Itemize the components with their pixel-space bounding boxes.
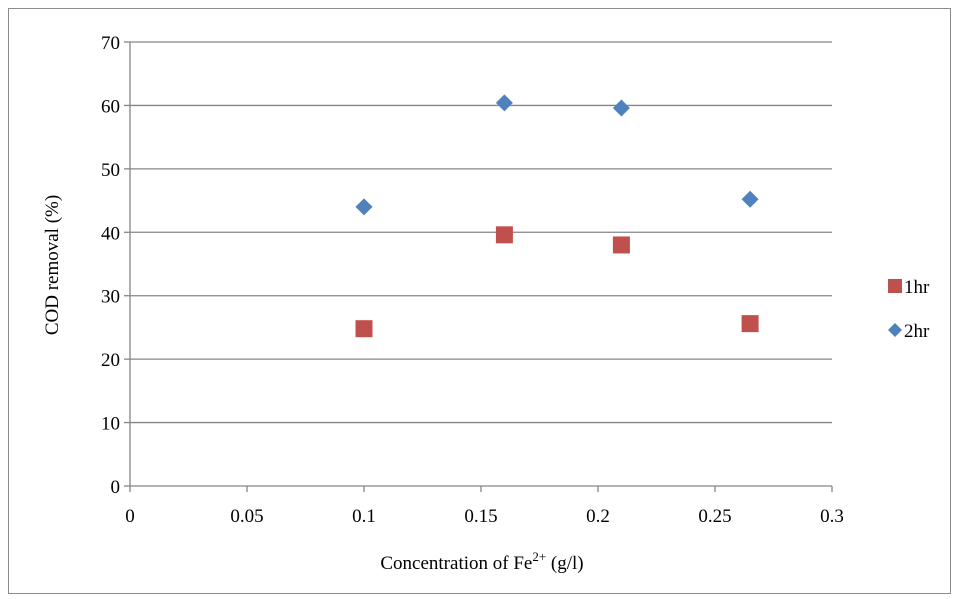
legend-label-2hr: 2hr — [904, 321, 930, 342]
legend-label-1hr: 1hr — [904, 277, 930, 298]
legend-marker-1hr — [888, 279, 902, 293]
point-1hr — [495, 226, 513, 244]
x-axis-title-main: Concentration of Fe — [380, 553, 532, 574]
point-2hr — [355, 198, 373, 216]
y-tick-label: 10 — [101, 414, 120, 435]
x-axis-title-unit: (g/l) — [546, 553, 583, 574]
x-tick-labels: 0 0.05 0.1 0.15 0.2 0.25 0.3 — [125, 506, 844, 527]
point-2hr — [741, 190, 759, 208]
point-2hr — [495, 94, 513, 112]
x-tick-label: 0.1 — [352, 506, 376, 527]
x-tick-label: 0 — [125, 506, 135, 527]
y-tick-label: 70 — [101, 33, 120, 54]
y-tick-label: 0 — [111, 477, 121, 498]
y-tick-label: 50 — [101, 160, 120, 181]
x-tick-label: 0.3 — [820, 506, 844, 527]
data-points — [355, 94, 759, 338]
point-1hr — [741, 315, 759, 333]
y-tick-label: 30 — [101, 287, 120, 308]
y-tick-labels: 0 10 20 30 40 50 60 70 — [101, 33, 120, 498]
x-tick-label: 0.15 — [464, 506, 497, 527]
y-tick-label: 40 — [101, 223, 120, 244]
x-tick-label: 0.2 — [586, 506, 610, 527]
x-tick-label: 0.05 — [230, 506, 263, 527]
y-tick-label: 60 — [101, 96, 120, 117]
legend-marker-2hr — [888, 323, 902, 337]
x-axis-title-superscript: 2+ — [532, 549, 546, 564]
x-tick-label: 0.25 — [698, 506, 731, 527]
y-axis-title: COD removal (%) — [42, 195, 63, 335]
point-1hr — [355, 320, 373, 338]
point-1hr — [612, 236, 630, 254]
gridlines — [130, 41, 832, 424]
point-2hr — [612, 99, 630, 117]
y-tick-label: 20 — [101, 350, 120, 371]
legend: 1hr 2hr — [888, 277, 930, 342]
axes — [124, 41, 833, 492]
x-axis-title: Concentration of Fe2+ (g/l) — [380, 549, 583, 574]
